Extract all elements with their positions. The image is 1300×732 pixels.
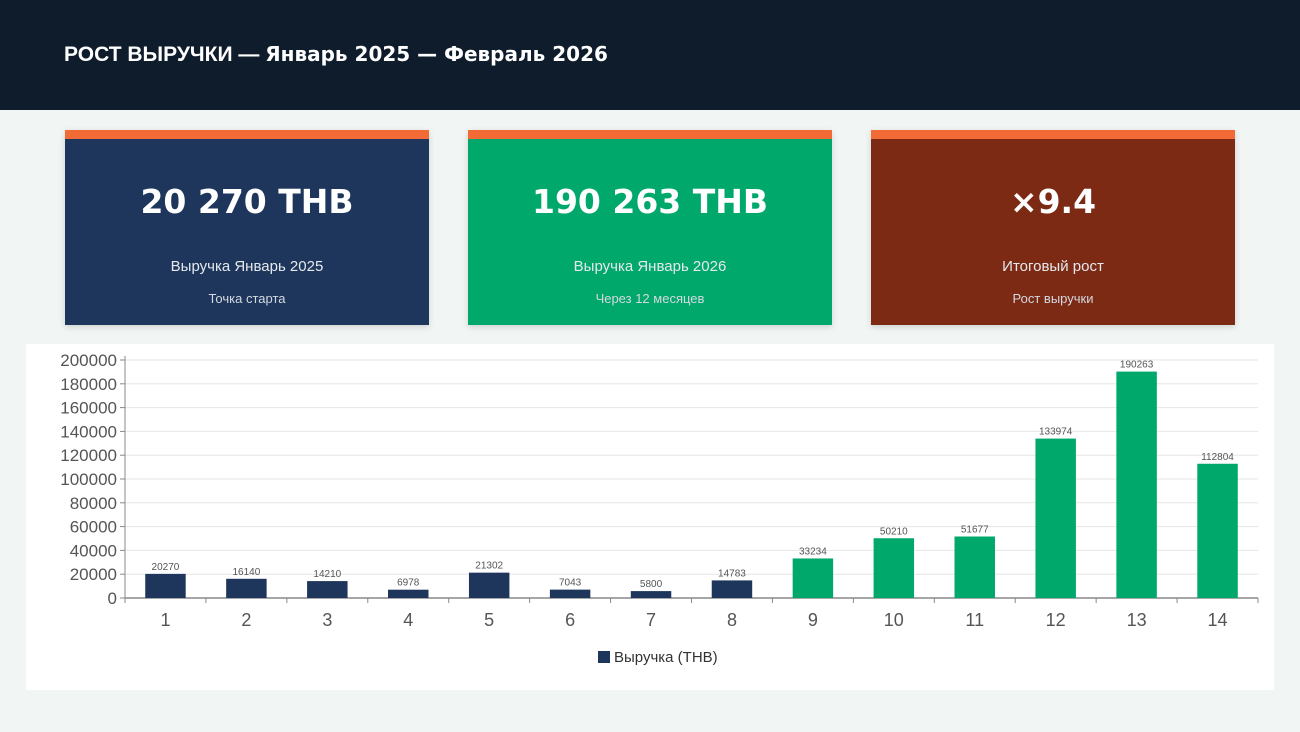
x-tick-label: 12: [1046, 610, 1066, 630]
x-tick-label: 9: [808, 610, 818, 630]
y-tick-label: 20000: [70, 565, 117, 584]
chart-canvas: 0 20000 40000 60000 80000 100000 120000 140000 1…: [60, 351, 1259, 666]
kpi-value: 190 263 THB: [531, 182, 769, 221]
y-tick-label: 160000: [60, 399, 117, 418]
bar: [468, 572, 510, 598]
bar: [145, 573, 186, 598]
bar-data-label: 16140: [232, 567, 260, 578]
legend-label: Выручка (THB): [614, 649, 718, 666]
kpi-card-growth: ×9.4 Итоговый рост Рост выручки: [871, 130, 1235, 325]
kpi-value: ×9.4: [1009, 182, 1097, 221]
y-tick-label: 100000: [60, 470, 117, 489]
kpi-value: 20 270 THB: [140, 182, 354, 221]
x-tick-label: 8: [727, 610, 737, 630]
bar: [873, 538, 915, 598]
bar-data-label: 7043: [559, 578, 582, 589]
bar-data-label: 6978: [397, 578, 420, 589]
kpi-label: Выручка Январь 2025: [170, 258, 324, 275]
bar-data-label: 190263: [1120, 360, 1154, 371]
y-tick-label: 200000: [60, 351, 117, 370]
y-tick-label: 140000: [60, 422, 117, 441]
header-bar: РОСТ ВЫРУЧКИ — Январь 2025 — Февраль 202…: [0, 0, 1300, 110]
bar: [1035, 438, 1076, 598]
y-tick-label: 0: [108, 589, 117, 608]
revenue-bar-chart: 0 20000 40000 60000 80000 100000 120000 140000 1…: [26, 344, 1274, 690]
legend-swatch: [598, 651, 610, 663]
y-tick-label: 120000: [60, 446, 117, 465]
bar: [388, 589, 429, 598]
x-tick-label: 7: [646, 610, 656, 630]
y-tick-label: 40000: [70, 541, 117, 560]
kpi-note: Точка старта: [208, 291, 286, 306]
bar-data-label: 5800: [640, 579, 663, 590]
page-title: РОСТ ВЫРУЧКИ — Январь 2025 — Февраль 202…: [64, 42, 608, 67]
bar: [630, 591, 672, 598]
bar: [792, 558, 834, 598]
x-tick-label: 6: [565, 610, 575, 630]
bar-data-label: 33234: [799, 546, 827, 557]
x-tick-label: 11: [965, 610, 984, 630]
kpi-label: Выручка Январь 2026: [573, 258, 727, 275]
bar: [954, 536, 995, 598]
bar-data-label: 50210: [880, 526, 908, 537]
bar-data-label: 14783: [718, 568, 746, 579]
bar: [1116, 371, 1157, 598]
page-title-range: Январь 2025 — Февраль 2026: [265, 42, 608, 66]
x-tick-label: 4: [403, 610, 413, 630]
x-tick-label: 14: [1208, 610, 1228, 630]
bar-data-label: 14210: [313, 569, 341, 580]
x-tick-label: 5: [484, 610, 494, 630]
bar-data-label: 20270: [152, 562, 180, 573]
kpi-note: Через 12 месяцев: [595, 291, 705, 306]
y-tick-label: 80000: [70, 494, 117, 513]
x-tick-label: 1: [160, 610, 170, 630]
card-accent-stripe: [871, 130, 1235, 139]
card-accent-stripe: [468, 130, 832, 139]
y-tick-label: 180000: [60, 375, 117, 394]
x-tick-label: 13: [1127, 610, 1147, 630]
bar: [1197, 463, 1238, 598]
bar: [307, 581, 348, 598]
bar: [711, 580, 753, 598]
x-tick-label: 10: [884, 610, 904, 630]
bar-data-label: 21302: [475, 561, 503, 572]
x-tick-label: 2: [241, 610, 251, 630]
bar-data-label: 51677: [961, 525, 989, 536]
y-tick-label: 60000: [70, 518, 117, 537]
x-tick-label: 3: [322, 610, 332, 630]
kpi-card-current-revenue: 190 263 THB Выручка Январь 2026 Через 12…: [468, 130, 832, 325]
kpi-label: Итоговый рост: [1002, 258, 1104, 275]
bar-data-label: 112804: [1201, 452, 1234, 463]
page-title-main: РОСТ ВЫРУЧКИ —: [64, 43, 260, 66]
card-accent-stripe: [65, 130, 429, 139]
bar: [549, 589, 591, 598]
kpi-card-start-revenue: 20 270 THB Выручка Январь 2025 Точка ста…: [65, 130, 429, 325]
kpi-note: Рост выручки: [1012, 291, 1094, 306]
bar: [226, 578, 267, 598]
bar-data-label: 133974: [1039, 427, 1073, 438]
